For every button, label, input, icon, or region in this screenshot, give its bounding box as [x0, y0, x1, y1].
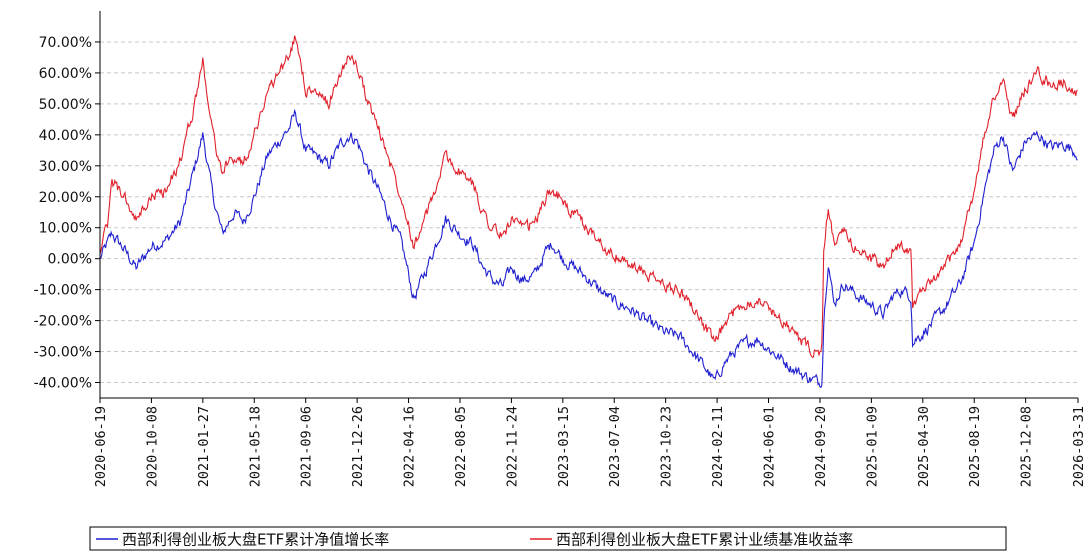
legend-label-1: 西部利得创业板大盘ETF累计净值增长率: [122, 531, 389, 549]
x-tick-label: 2025-08-19: [967, 406, 983, 487]
y-tick-label: 60.00%: [39, 66, 92, 82]
y-tick-label: 10.00%: [39, 221, 92, 237]
gridlines: [100, 41, 1078, 384]
x-tick-label: 2020-10-08: [144, 406, 160, 487]
y-tick-label: -40.00%: [34, 376, 92, 392]
y-tick-label: -20.00%: [34, 314, 92, 330]
series-line-1: [99, 108, 1078, 388]
y-tick-label: 0.00%: [48, 252, 92, 268]
x-tick-label: 2022-11-24: [504, 406, 520, 487]
x-tick-label: 2024-06-01: [762, 406, 778, 487]
x-tick-label: 2020-06-19: [93, 406, 109, 487]
y-tick-label: -30.00%: [34, 345, 92, 361]
x-tick-label: 2023-07-04: [607, 406, 623, 487]
legend: 西部利得创业板大盘ETF累计净值增长率 西部利得创业板大盘ETF累计业绩基准收益率: [89, 526, 1007, 551]
x-tick-label: 2021-05-18: [247, 406, 263, 487]
legend-label-2: 西部利得创业板大盘ETF累计业绩基准收益率: [556, 531, 853, 549]
x-tick-label: 2025-01-09: [864, 406, 880, 487]
x-tick-label: 2024-02-11: [710, 406, 726, 487]
x-tick-label: 2026-03-31: [1071, 406, 1087, 487]
x-tick-label: 2023-03-15: [556, 406, 572, 487]
y-tick-label: 70.00%: [39, 35, 92, 51]
y-tick-labels: 70.00% 60.00% 50.00% 40.00% 30.00% 20.00% 10.0…: [34, 35, 92, 392]
x-tick-label: 2023-10-23: [659, 406, 675, 487]
x-tick-label: 2021-12-26: [350, 406, 366, 487]
x-tick-labels: 2020-06-19 2020-10-08 2021-01-27 2021-05-18…: [93, 406, 1087, 487]
x-tick-label: 2022-04-16: [402, 406, 418, 487]
x-tick-label: 2025-12-08: [1019, 406, 1035, 487]
series-line-2: [99, 35, 1078, 359]
y-tick-label: 40.00%: [39, 128, 92, 144]
x-tick-label: 2022-08-05: [453, 406, 469, 487]
y-tick-label: 50.00%: [39, 97, 92, 113]
x-tick-label: 2021-09-06: [299, 406, 315, 487]
y-tick-label: 30.00%: [39, 159, 92, 175]
series-lines: [99, 35, 1078, 388]
axes: [95, 11, 1079, 403]
y-tick-label: 20.00%: [39, 190, 92, 206]
x-tick-label: 2024-09-20: [813, 406, 829, 487]
y-tick-label: -10.00%: [34, 283, 92, 299]
x-tick-label: 2021-01-27: [196, 406, 212, 487]
x-tick-label: 2025-04-30: [916, 406, 932, 487]
